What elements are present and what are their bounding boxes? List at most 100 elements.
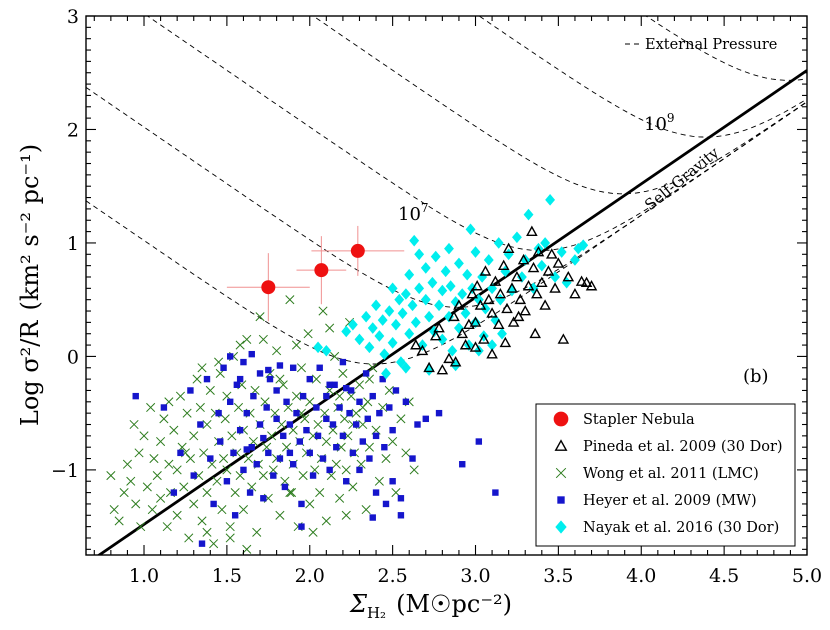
- data-point: [552, 257, 565, 268]
- data-point: [404, 268, 415, 281]
- data-point: [192, 374, 202, 384]
- data-point: [333, 444, 340, 451]
- data-point: [341, 510, 351, 520]
- data-point: [230, 449, 237, 457]
- data-point: [152, 471, 162, 481]
- data-point: [189, 499, 199, 509]
- data-point: [248, 350, 255, 358]
- data-point: [219, 453, 229, 464]
- data-point: [489, 275, 502, 286]
- data-point: [470, 246, 481, 258]
- pressure-legend: External Pressure: [625, 37, 777, 53]
- data-point: [392, 387, 400, 394]
- data-point: [261, 280, 276, 295]
- data-point: [326, 381, 333, 388]
- data-point: [479, 265, 492, 276]
- data-point: [367, 322, 378, 334]
- data-point: [162, 522, 172, 532]
- data-point: [146, 402, 156, 413]
- data-point: [440, 265, 451, 278]
- legend-item: Wong et al. 2011 (LMC): [555, 466, 759, 482]
- data-point: [512, 231, 522, 244]
- data-point: [331, 381, 338, 388]
- data-point: [313, 404, 320, 411]
- data-point: [159, 414, 169, 424]
- series-stapler-nebula: [226, 225, 405, 322]
- data-point: [341, 465, 351, 475]
- data-point: [283, 398, 290, 406]
- data-point: [354, 380, 365, 390]
- data-point: [303, 329, 313, 339]
- data-point: [275, 510, 285, 520]
- legend-marker: [554, 439, 568, 451]
- data-point: [298, 500, 305, 508]
- data-point: [526, 225, 538, 236]
- data-point: [305, 397, 315, 407]
- data-point: [382, 500, 390, 508]
- data-point: [236, 426, 244, 434]
- data-point: [570, 254, 580, 266]
- data-point: [289, 364, 297, 371]
- pressure-curve: [146, 16, 806, 252]
- data-point: [215, 409, 222, 417]
- legend-box: [535, 403, 796, 547]
- data-point: [258, 471, 268, 481]
- data-point: [379, 348, 390, 360]
- data-point: [471, 280, 483, 291]
- data-point: [396, 414, 406, 424]
- data-point: [291, 391, 302, 401]
- data-point: [369, 392, 376, 400]
- data-point: [339, 432, 347, 440]
- data-point: [497, 327, 507, 340]
- data-point: [303, 426, 310, 434]
- data-point: [545, 248, 558, 259]
- data-point: [368, 363, 378, 373]
- data-point: [202, 419, 212, 430]
- data-point: [323, 415, 330, 423]
- data-point: [231, 512, 239, 519]
- data-point: [348, 482, 358, 492]
- data-point: [296, 363, 307, 373]
- data-point: [341, 325, 352, 338]
- data-point: [453, 299, 465, 310]
- panel-label: (b): [743, 366, 769, 387]
- data-point: [369, 514, 376, 521]
- x-axis-title: ΣH₂ (M☉pc⁻²): [349, 590, 512, 622]
- legend-marker: [555, 520, 567, 534]
- data-point: [364, 341, 375, 354]
- data-point: [517, 253, 530, 265]
- data-point: [386, 404, 393, 411]
- data-point: [580, 276, 593, 288]
- data-point: [189, 431, 199, 441]
- data-point: [361, 310, 372, 323]
- data-point: [195, 402, 205, 413]
- data-point: [433, 322, 445, 333]
- data-point: [132, 392, 139, 400]
- data-point: [420, 262, 431, 274]
- data-point: [494, 287, 507, 299]
- data-point: [286, 488, 297, 498]
- data-point: [223, 478, 231, 485]
- data-point: [217, 438, 224, 445]
- data-point: [321, 436, 331, 447]
- data-point: [347, 387, 355, 394]
- data-point: [335, 493, 345, 503]
- data-point: [281, 483, 289, 491]
- data-point: [450, 296, 461, 308]
- data-point: [177, 449, 184, 457]
- data-point: [500, 265, 511, 278]
- data-point: [233, 402, 244, 413]
- data-point: [250, 392, 257, 400]
- legend-marker: [553, 411, 569, 427]
- data-point: [298, 471, 308, 481]
- data-point: [469, 341, 482, 352]
- data-point: [545, 194, 556, 206]
- data-point: [466, 287, 478, 299]
- data-point: [435, 409, 443, 417]
- y-tick-label: 0: [67, 346, 79, 368]
- data-point: [456, 327, 469, 339]
- data-point: [474, 299, 487, 310]
- data-point: [409, 465, 419, 475]
- data-point: [306, 375, 313, 383]
- legend-label: Stapler Nebula: [583, 412, 695, 428]
